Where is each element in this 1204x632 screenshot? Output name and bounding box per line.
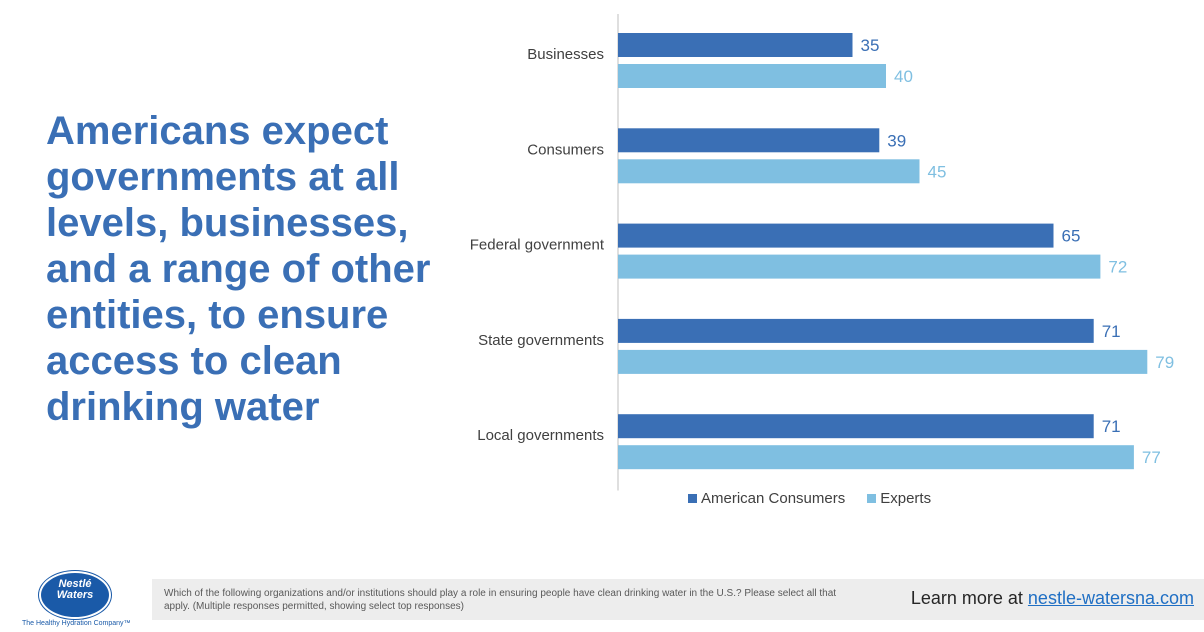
headline: Americans expect governments at all leve… xyxy=(46,109,431,429)
data-label: 65 xyxy=(1062,227,1081,246)
survey-question: Which of the following organizations and… xyxy=(164,588,837,612)
category-label: Consumers xyxy=(527,141,604,158)
legend-item-consumers: American Consumers xyxy=(688,490,845,507)
legend-label-consumers: American Consumers xyxy=(701,490,846,507)
data-label: 77 xyxy=(1142,448,1161,467)
category-label: Businesses xyxy=(527,46,604,63)
bar-experts xyxy=(618,159,920,184)
website-link[interactable]: nestle-watersna.com xyxy=(1027,588,1194,608)
logo-line1: Nestlé xyxy=(58,578,92,590)
bar-experts xyxy=(618,64,886,88)
bar-experts xyxy=(618,445,1134,470)
bar-experts xyxy=(618,349,1148,374)
bar-consumers xyxy=(618,318,1094,343)
bar-consumers xyxy=(618,128,880,153)
data-label: 45 xyxy=(928,162,947,181)
data-label: 79 xyxy=(1155,353,1174,372)
bar-experts xyxy=(618,254,1101,279)
category-label: Local governments xyxy=(477,427,604,444)
legend-swatch-consumers xyxy=(688,494,697,503)
nestle-waters-logo: Nestlé Waters The Healthy Hydration Comp… xyxy=(22,568,142,632)
data-label: 71 xyxy=(1102,322,1121,341)
bar-consumers xyxy=(618,33,853,57)
data-label: 72 xyxy=(1108,258,1127,277)
footer-bar: Which of the following organizations and… xyxy=(152,579,1204,620)
bar-consumers xyxy=(618,223,1054,248)
category-label: Federal government xyxy=(470,237,605,254)
logo-oval: Nestlé Waters xyxy=(39,571,111,619)
bar-chart: Businesses 35 40 Consumers 39 45 Federal gover… xyxy=(470,14,1174,491)
logo-wordmark: Nestlé Waters xyxy=(41,579,109,601)
data-label: 40 xyxy=(894,67,913,86)
logo-line2: Waters xyxy=(56,589,94,601)
learn-more-text: Learn more at xyxy=(910,588,1023,608)
learn-more: Learn more at nestle-watersna.com xyxy=(911,588,1194,609)
chart-legend: American Consumers Experts xyxy=(688,490,931,507)
bar-consumers xyxy=(618,414,1094,439)
data-label: 35 xyxy=(861,36,880,55)
legend-swatch-experts xyxy=(867,494,877,503)
legend-label-experts: Experts xyxy=(880,490,932,507)
data-label: 71 xyxy=(1102,417,1121,436)
data-label: 39 xyxy=(887,131,906,150)
legend-item-experts: Experts xyxy=(867,490,931,507)
category-label: State governments xyxy=(478,332,604,349)
logo-tagline: The Healthy Hydration Company™ xyxy=(22,620,131,627)
